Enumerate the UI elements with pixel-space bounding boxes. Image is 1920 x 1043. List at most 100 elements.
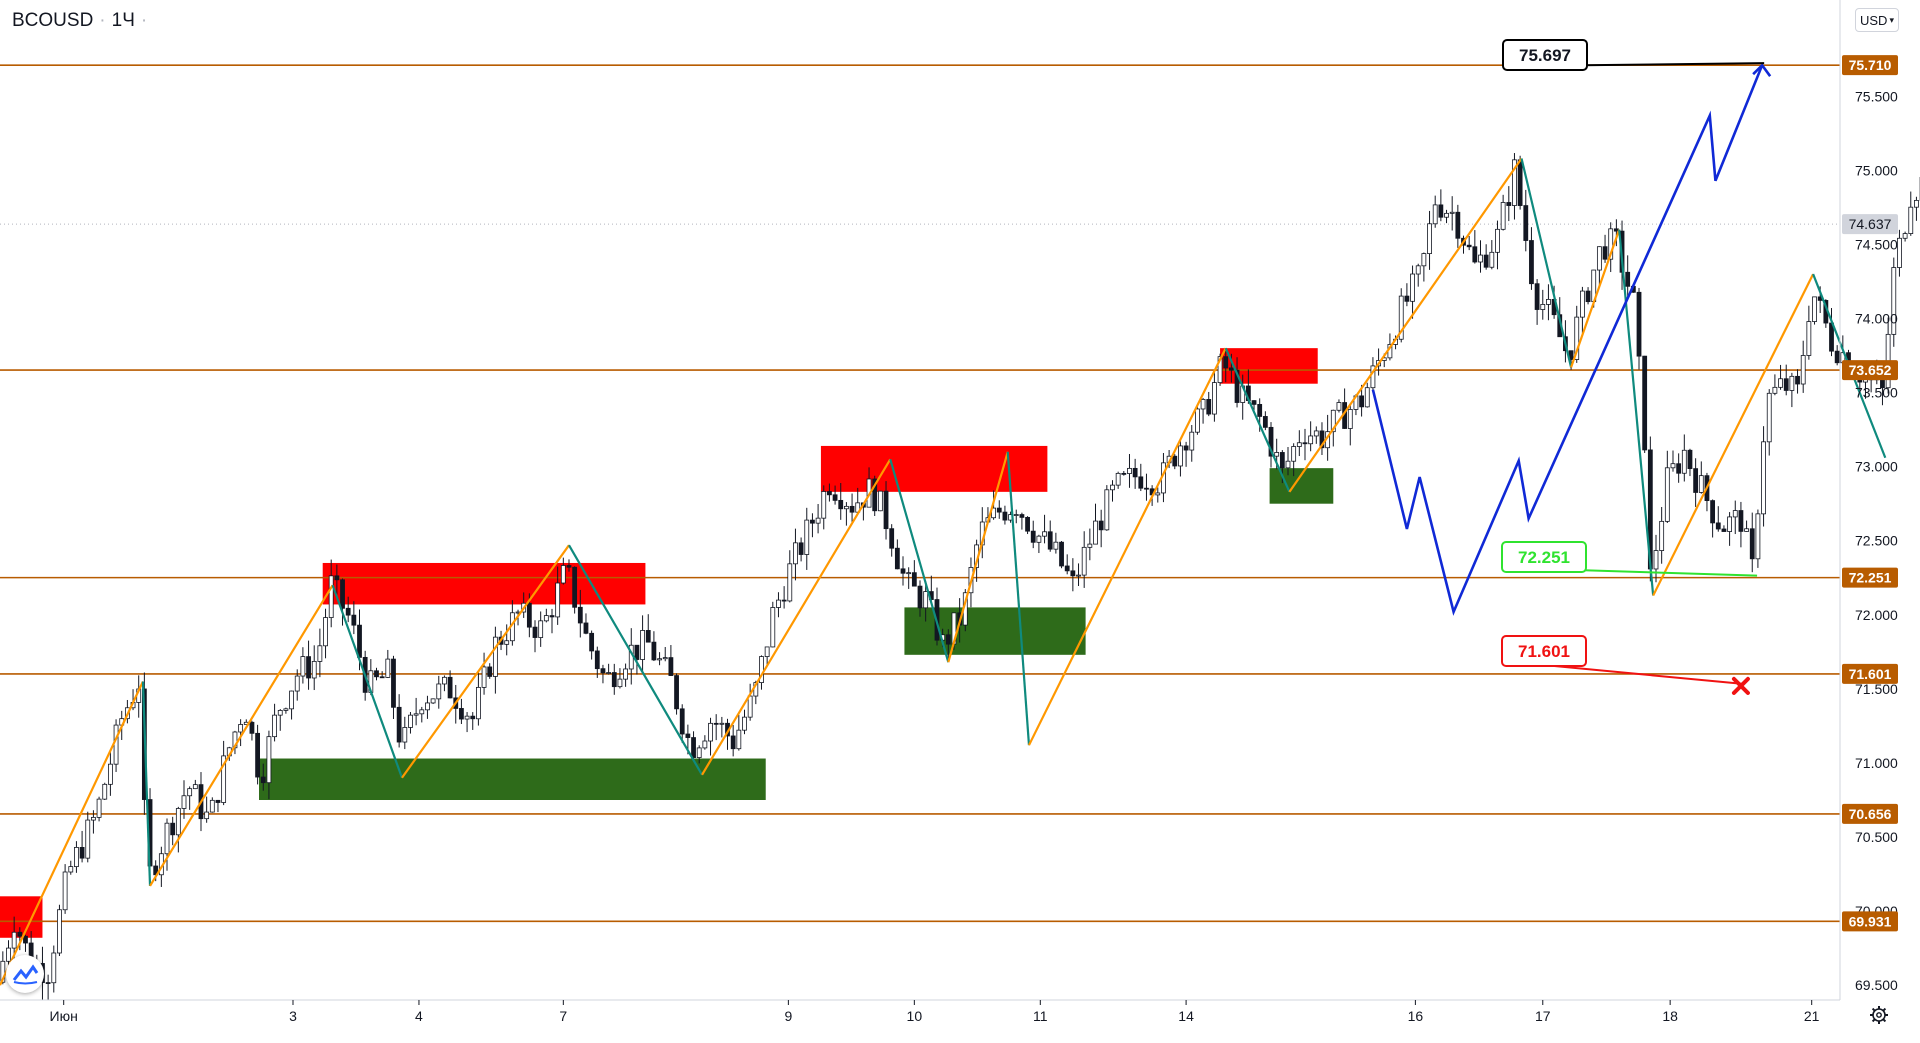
projection-path: [1371, 64, 1764, 616]
candle-body: [1670, 463, 1676, 469]
candle: [662, 647, 668, 662]
candle: [402, 716, 408, 750]
candle-body: [640, 630, 645, 660]
tradingview-logo-icon[interactable]: [6, 955, 44, 993]
candle-body: [1517, 159, 1523, 206]
x-tick-label: 16: [1408, 1008, 1424, 1024]
candle-body: [1081, 546, 1087, 576]
candle-body: [1144, 487, 1149, 490]
candle-body: [1540, 304, 1546, 310]
candle: [1721, 525, 1727, 532]
candle-body: [1806, 321, 1812, 356]
candle-body: [679, 708, 685, 735]
candle: [594, 646, 600, 678]
candle: [668, 645, 674, 676]
candle-body: [51, 952, 57, 984]
candle: [238, 719, 244, 747]
candle: [408, 711, 413, 734]
candle-body: [1766, 392, 1772, 443]
candle-body: [572, 566, 578, 608]
candle-body: [1789, 375, 1795, 391]
candle: [827, 483, 832, 502]
candle-body: [1047, 531, 1053, 550]
candle: [396, 694, 402, 748]
candle-body: [425, 702, 430, 711]
candle: [1642, 355, 1648, 453]
candle-body: [351, 614, 357, 626]
candles-layer: [0, 153, 1920, 1000]
candle-body: [1319, 430, 1325, 449]
candle-body: [894, 547, 900, 570]
candle: [645, 614, 651, 643]
candle: [560, 557, 566, 585]
candle-body: [492, 636, 498, 677]
candle-body: [770, 607, 776, 648]
level-price-tag: 71.601: [1842, 663, 1898, 684]
candle-body: [1897, 237, 1902, 268]
candle-body: [555, 582, 561, 618]
candle-body: [62, 871, 68, 911]
candle: [1132, 458, 1138, 489]
candle: [577, 589, 583, 638]
zones-layer: [0, 348, 1334, 938]
candle-body: [589, 632, 595, 652]
candle-body: [1596, 246, 1602, 271]
candle: [1404, 283, 1410, 307]
x-tick-label: 10: [907, 1008, 923, 1024]
candle-body: [447, 676, 453, 699]
projection-layer: [1371, 63, 1772, 616]
x-tick-label: 11: [1033, 1008, 1048, 1024]
candle: [1715, 506, 1721, 532]
candle-body: [702, 740, 708, 749]
candle-body: [345, 607, 351, 616]
candle: [549, 608, 555, 634]
candle-body: [1608, 228, 1614, 260]
stop-loss-cross-icon: [1731, 676, 1750, 695]
candle-body: [838, 499, 844, 510]
candle-body: [1659, 520, 1665, 551]
candle-body: [91, 816, 96, 821]
candle: [1534, 279, 1540, 325]
candle-body: [600, 668, 606, 674]
candle-body: [1059, 541, 1064, 567]
settings-gear-icon[interactable]: [1868, 1004, 1890, 1026]
candle-body: [1772, 386, 1778, 394]
candle-body: [306, 656, 311, 679]
candle: [1495, 220, 1500, 270]
candle: [334, 564, 340, 595]
candle: [1698, 461, 1704, 494]
candle: [1585, 287, 1591, 305]
candle: [742, 709, 747, 735]
candle: [900, 556, 906, 586]
candle-body: [1580, 290, 1585, 318]
candle: [1902, 231, 1908, 242]
candle: [209, 797, 215, 813]
candle-body: [1653, 550, 1659, 570]
candle-body: [1212, 382, 1217, 415]
zigzag-segment: [701, 458, 892, 776]
candle: [1155, 487, 1161, 503]
candle-body: [459, 708, 464, 720]
zigzag-segment: [1570, 229, 1621, 368]
y-tick-label: 71.500: [1855, 681, 1898, 697]
candle-body: [1681, 449, 1687, 474]
candle-body: [1110, 484, 1115, 491]
candle-body: [1359, 395, 1364, 408]
candle-body: [1834, 350, 1840, 364]
candle-body: [1466, 244, 1472, 248]
title-separator-2: ·: [140, 10, 148, 31]
candle-body: [611, 672, 617, 688]
candle-body: [560, 565, 566, 584]
y-tick-label: 70.500: [1855, 829, 1898, 845]
candle-body: [1495, 228, 1500, 253]
stop-loss-label-text: 71.601: [1518, 642, 1570, 661]
candle: [1268, 422, 1274, 468]
currency-button[interactable]: USD ▾: [1855, 8, 1899, 32]
candle-body: [543, 615, 549, 622]
candle: [832, 485, 838, 505]
candle: [1500, 194, 1506, 231]
candle-body: [6, 947, 11, 962]
candle-body: [1076, 574, 1081, 577]
candle-body: [391, 658, 396, 708]
